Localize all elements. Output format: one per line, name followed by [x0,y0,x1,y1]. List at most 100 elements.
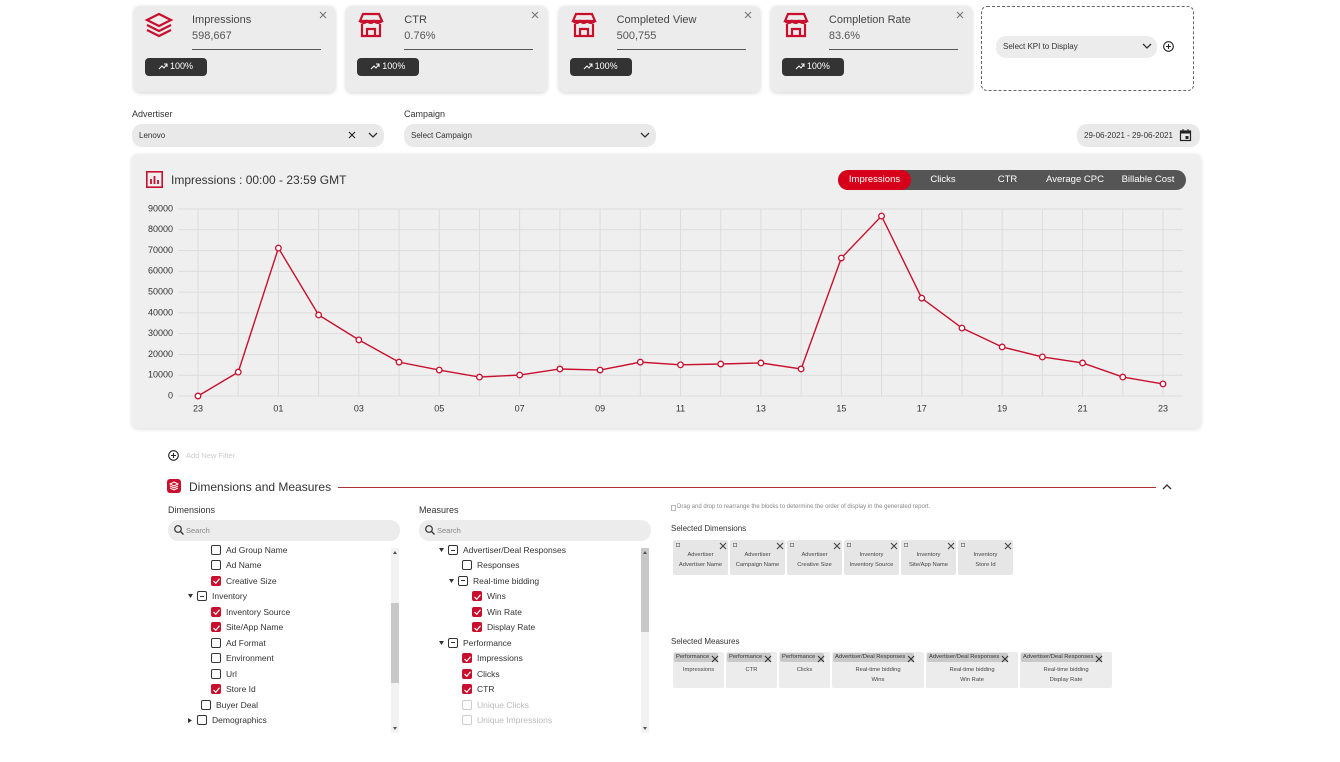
metric-tab[interactable]: Impressions [838,170,911,190]
kpi-select[interactable]: Select KPI to Display [996,36,1157,58]
metric-tab[interactable]: CTR [997,174,1018,185]
checkbox[interactable] [448,637,458,648]
metric-tab[interactable]: Average CPC [1046,174,1104,185]
check-mark [213,609,220,616]
close-icon[interactable] [1004,542,1012,550]
date-range-picker[interactable]: 29-06-2021 - 29-06-2021 [1077,124,1200,147]
advertiser-select[interactable]: Lenovo [132,124,384,147]
dimension-chip[interactable]: Advertiser Advertiser Name [673,540,728,575]
measures-search[interactable]: Search [419,520,651,541]
tree-item-label[interactable]: Display Rate [487,622,536,633]
chevron-icon[interactable] [368,132,378,138]
tree-item-label[interactable]: Store Id [226,684,256,695]
close-icon[interactable] [776,542,784,550]
close-icon[interactable] [744,11,751,19]
close-icon[interactable] [947,542,955,550]
scrollbar-thumb [641,548,649,632]
tree-item-label[interactable]: Environment [226,653,274,664]
checkbox[interactable] [458,575,468,586]
checkbox[interactable] [211,606,221,617]
tree-item-label[interactable]: Inventory Source [226,606,291,617]
tree-item-label[interactable]: Impressions [477,653,523,664]
expand-arrow[interactable] [188,717,193,723]
measure-chip[interactable]: Advertiser/Deal Responses Real-time biddi… [832,652,924,688]
checkbox[interactable] [462,653,472,664]
checkbox[interactable] [211,653,221,664]
close-icon[interactable] [319,11,327,19]
dimension-chip[interactable]: Inventory Site/App Name [901,540,956,575]
tree-item-label[interactable]: Performance [463,637,512,648]
close-icon[interactable] [348,131,356,139]
tree-item-label[interactable]: Url [226,668,237,679]
dimensions-search[interactable]: Search [168,520,400,541]
checkbox[interactable] [211,684,221,695]
tree-item-label[interactable]: Unique Impressions [477,714,553,725]
close-icon[interactable] [711,655,719,662]
measure-chip[interactable]: Performance Clicks [779,652,830,688]
close-icon[interactable] [1095,655,1103,662]
tree-item-label[interactable]: Ad Name [226,560,262,571]
close-icon[interactable] [817,655,825,662]
metric-tab[interactable]: Clicks [930,174,956,185]
metric-tab[interactable]: Billable Cost [1121,174,1175,185]
checkbox[interactable] [448,545,458,555]
checkbox[interactable] [211,637,221,648]
close-icon[interactable] [833,542,841,550]
checkbox[interactable] [472,622,482,633]
tree-item-label[interactable]: Site/App Name [226,622,284,633]
tree-item-label[interactable]: Ad Group Name [226,545,288,555]
expand-arrow[interactable] [439,548,444,553]
checkbox[interactable] [211,575,221,586]
chevron-icon[interactable] [1162,484,1172,490]
tree-item-label[interactable]: Advertiser/Deal Responses [463,545,566,555]
tree-item-label[interactable]: Unique Clicks [477,699,529,710]
checkbox[interactable] [211,545,221,555]
dimension-chip[interactable]: Advertiser Creative Size [787,540,842,575]
chevron-icon[interactable] [640,132,650,138]
checkbox[interactable] [201,699,211,710]
measure-chip[interactable]: Advertiser/Deal Responses Real-time biddi… [926,652,1018,688]
tree-item-label[interactable]: Buyer Deal [216,699,259,710]
expand-arrow[interactable] [449,578,454,584]
tree-item-label[interactable]: Clicks [477,668,500,679]
checkbox[interactable] [211,560,221,571]
checkbox[interactable] [197,714,207,725]
tree-item-label[interactable]: Inventory [212,591,247,602]
campaign-select[interactable]: Select Campaign [404,124,656,147]
close-icon[interactable] [1001,655,1009,662]
close-icon[interactable] [956,11,964,19]
tree-item-label[interactable]: Win Rate [487,606,522,617]
add-filter-icon[interactable] [168,450,179,461]
close-icon[interactable] [531,11,539,19]
checkbox[interactable] [472,591,482,602]
measure-chip[interactable]: Performance CTR [726,652,777,688]
checkbox[interactable] [211,622,221,633]
tree-item-label[interactable]: Responses [477,560,520,571]
tree-item-label[interactable]: Creative Size [226,575,277,586]
measure-chip[interactable]: Advertiser/Deal Responses Real-time biddi… [1020,652,1112,688]
close-icon[interactable] [719,542,727,550]
tree-item-label[interactable]: Demographics [212,714,267,725]
checkbox[interactable] [462,684,472,695]
add-filter[interactable]: Add New Filter [186,451,236,460]
checkbox[interactable] [211,668,221,679]
expand-arrow[interactable] [439,640,444,646]
tree-item-label[interactable]: Wins [487,591,506,602]
tree-item-label[interactable]: CTR [477,684,495,695]
dimension-chip[interactable]: Inventory Store Id [958,540,1013,575]
dimension-chip[interactable]: Inventory Inventory Source [844,540,899,575]
measure-chip[interactable]: Performance Impressions [673,652,724,688]
tree-item-label[interactable]: Ad Format [226,637,266,648]
chevron-icon[interactable] [1142,43,1152,49]
close-icon[interactable] [907,655,915,662]
close-icon[interactable] [890,542,898,550]
add-kpi-icon[interactable] [1163,41,1174,52]
checkbox[interactable] [472,606,482,617]
checkbox[interactable] [462,668,472,679]
expand-arrow[interactable] [188,594,193,599]
checkbox[interactable] [197,591,207,602]
tree-item-label[interactable]: Real-time bidding [473,575,540,586]
checkbox[interactable] [462,560,472,571]
close-icon[interactable] [764,655,772,662]
dimension-chip[interactable]: Advertiser Campaign Name [730,540,785,575]
